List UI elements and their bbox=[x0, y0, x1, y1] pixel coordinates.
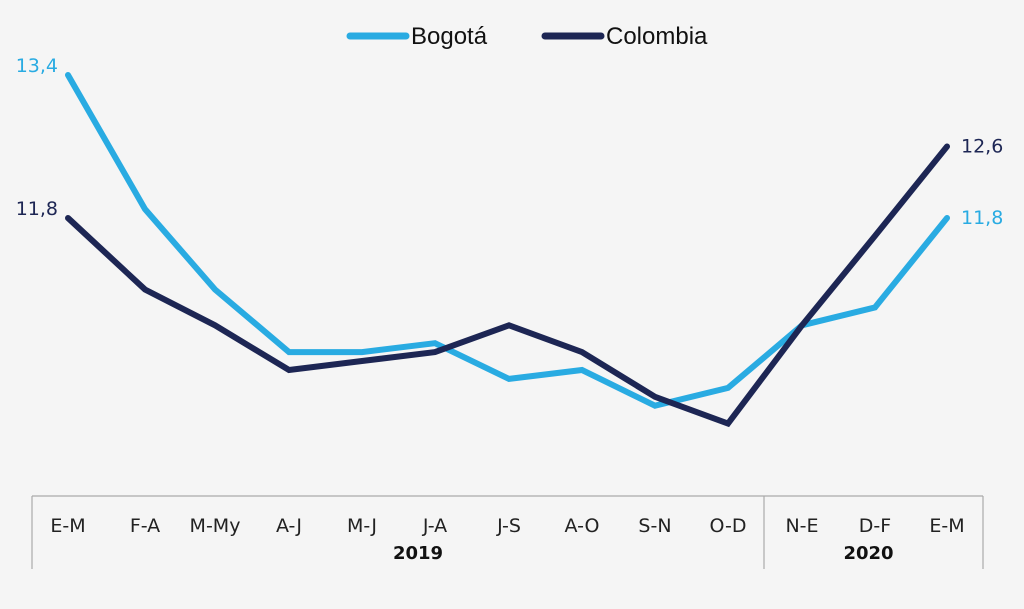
x-tick-label: M-My bbox=[190, 515, 241, 537]
year-group-label: 2019 bbox=[393, 543, 443, 564]
year-group-label: 2020 bbox=[843, 543, 893, 564]
x-tick-label: D-F bbox=[859, 515, 891, 537]
legend: Bogotá Colombia bbox=[346, 23, 708, 50]
legend-label-colombia: Colombia bbox=[606, 23, 708, 50]
x-tick-label: F-A bbox=[130, 515, 160, 537]
x-tick-label: O-D bbox=[710, 515, 747, 537]
x-tick-label: M-J bbox=[347, 515, 377, 537]
data-label-first-bogotá: 13,4 bbox=[16, 55, 58, 77]
x-tick-label: A-J bbox=[276, 515, 302, 537]
x-tick-label: J-S bbox=[496, 515, 521, 537]
legend-label-bogotá: Bogotá bbox=[411, 23, 488, 50]
x-tick-label: E-M bbox=[929, 515, 964, 537]
data-label-last-colombia: 12,6 bbox=[961, 135, 1003, 157]
x-tick-label: N-E bbox=[785, 515, 818, 537]
x-tick-label: E-M bbox=[50, 515, 85, 537]
x-axis: E-M F-A M-My A-J M-J J-A J-S A-O S-N O-D N-E D-F E-M… bbox=[31, 495, 984, 569]
series-line-bogotá bbox=[65, 72, 950, 409]
data-label-last-bogotá: 11,8 bbox=[961, 207, 1003, 229]
x-tick-label: S-N bbox=[638, 515, 671, 537]
x-tick-label: A-O bbox=[565, 515, 600, 537]
series-lines bbox=[65, 72, 950, 428]
data-label-first-colombia: 11,8 bbox=[16, 198, 58, 220]
x-tick-label: J-A bbox=[422, 515, 447, 537]
data-labels: 13,4 11,8 11,8 12,6 bbox=[16, 55, 1004, 229]
series-line-colombia bbox=[65, 143, 950, 428]
